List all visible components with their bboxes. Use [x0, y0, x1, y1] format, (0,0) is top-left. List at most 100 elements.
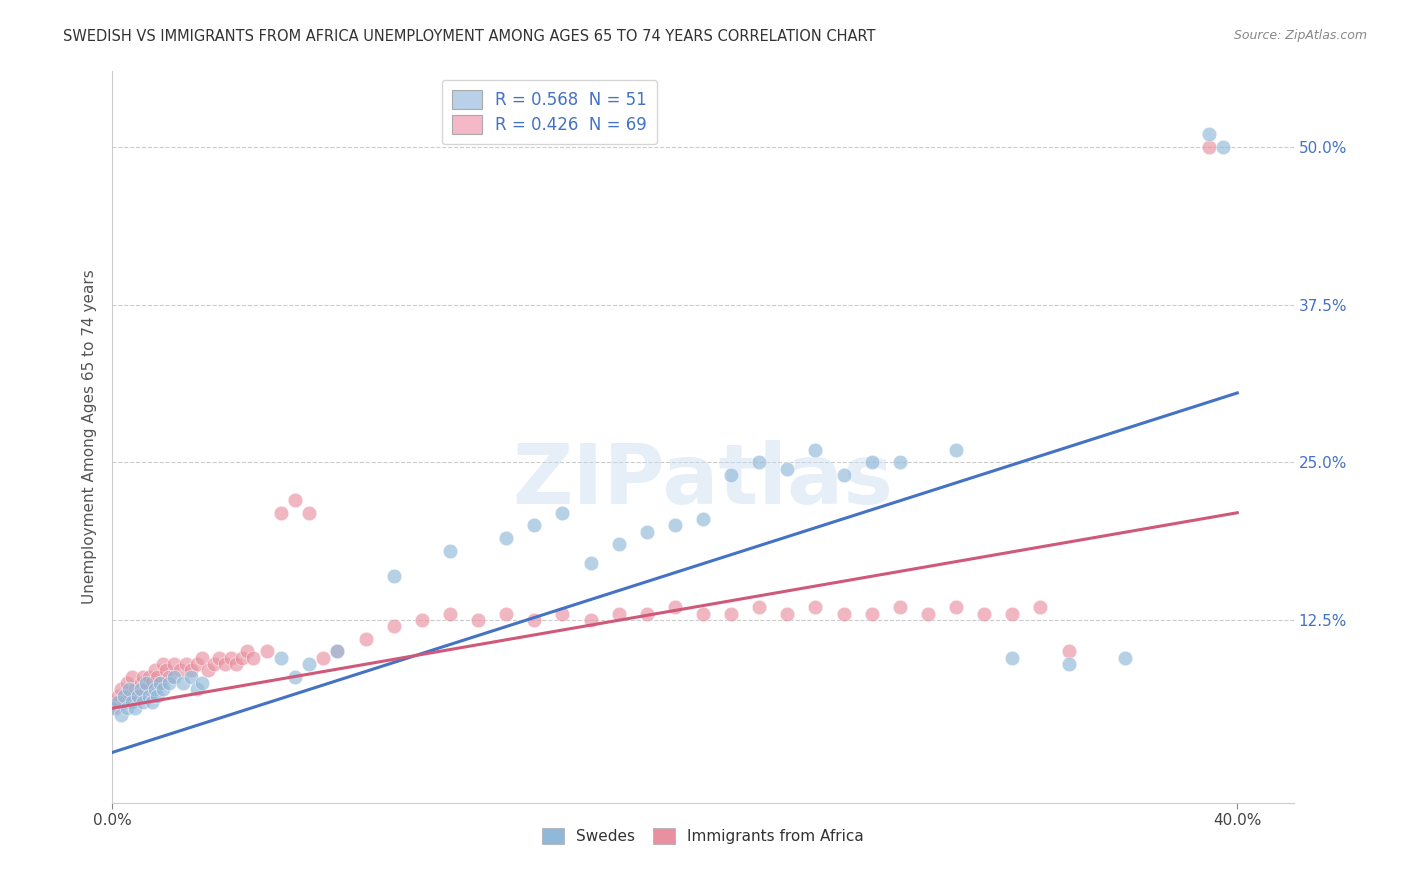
Point [107, 689, 129, 703]
Point [141, 676, 163, 690]
Point [1212, 140, 1234, 154]
Point [157, 676, 180, 690]
Point [1001, 607, 1024, 621]
Point [110, 707, 132, 722]
Point [1057, 644, 1080, 658]
Point [832, 467, 855, 482]
Point [326, 644, 349, 658]
Point [551, 506, 574, 520]
Point [129, 676, 152, 690]
Point [127, 689, 149, 703]
Point [129, 682, 152, 697]
Point [860, 455, 883, 469]
Point [1057, 657, 1080, 671]
Point [579, 613, 602, 627]
Point [748, 600, 770, 615]
Point [110, 682, 132, 697]
Point [104, 701, 127, 715]
Point [152, 682, 174, 697]
Point [135, 682, 157, 697]
Point [242, 650, 264, 665]
Point [720, 607, 742, 621]
Point [832, 607, 855, 621]
Point [141, 695, 163, 709]
Point [664, 518, 686, 533]
Point [889, 455, 911, 469]
Point [860, 607, 883, 621]
Point [214, 657, 236, 671]
Point [143, 664, 166, 678]
Point [180, 664, 202, 678]
Point [124, 701, 146, 715]
Point [256, 644, 278, 658]
Point [298, 506, 321, 520]
Point [270, 506, 292, 520]
Point [607, 607, 630, 621]
Point [382, 619, 405, 633]
Point [101, 695, 124, 709]
Point [664, 600, 686, 615]
Point [692, 512, 714, 526]
Point [132, 695, 155, 709]
Point [186, 657, 208, 671]
Point [467, 613, 489, 627]
Point [236, 644, 259, 658]
Point [523, 613, 546, 627]
Point [284, 670, 307, 684]
Point [121, 695, 143, 709]
Point [636, 524, 658, 539]
Point [143, 682, 166, 697]
Point [411, 613, 433, 627]
Point [107, 695, 129, 709]
Point [152, 657, 174, 671]
Point [112, 689, 135, 703]
Point [132, 670, 155, 684]
Point [180, 670, 202, 684]
Point [270, 650, 292, 665]
Point [776, 461, 799, 475]
Point [219, 650, 242, 665]
Point [225, 657, 247, 671]
Y-axis label: Unemployment Among Ages 65 to 74 years: Unemployment Among Ages 65 to 74 years [82, 269, 97, 605]
Point [748, 455, 770, 469]
Point [197, 664, 219, 678]
Point [917, 607, 939, 621]
Point [101, 701, 124, 715]
Point [163, 657, 186, 671]
Point [284, 493, 307, 508]
Point [382, 569, 405, 583]
Text: SWEDISH VS IMMIGRANTS FROM AFRICA UNEMPLOYMENT AMONG AGES 65 TO 74 YEARS CORRELA: SWEDISH VS IMMIGRANTS FROM AFRICA UNEMPL… [63, 29, 876, 44]
Point [118, 682, 141, 697]
Point [118, 689, 141, 703]
Point [172, 676, 194, 690]
Point [163, 670, 186, 684]
Point [115, 676, 138, 690]
Point [138, 689, 160, 703]
Point [146, 689, 169, 703]
Point [157, 670, 180, 684]
Point [155, 664, 177, 678]
Point [776, 607, 799, 621]
Point [495, 607, 517, 621]
Point [439, 543, 461, 558]
Point [298, 657, 321, 671]
Point [889, 600, 911, 615]
Point [326, 644, 349, 658]
Point [579, 556, 602, 570]
Point [191, 676, 214, 690]
Point [354, 632, 377, 646]
Point [312, 650, 335, 665]
Point [202, 657, 225, 671]
Text: ZIPatlas: ZIPatlas [513, 441, 893, 522]
Point [1114, 650, 1136, 665]
Point [169, 664, 191, 678]
Point [495, 531, 517, 545]
Legend: Swedes, Immigrants from Africa: Swedes, Immigrants from Africa [536, 822, 870, 850]
Point [607, 537, 630, 551]
Point [174, 657, 197, 671]
Point [127, 689, 149, 703]
Point [121, 670, 143, 684]
Point [1198, 128, 1220, 142]
Point [186, 682, 208, 697]
Point [1001, 650, 1024, 665]
